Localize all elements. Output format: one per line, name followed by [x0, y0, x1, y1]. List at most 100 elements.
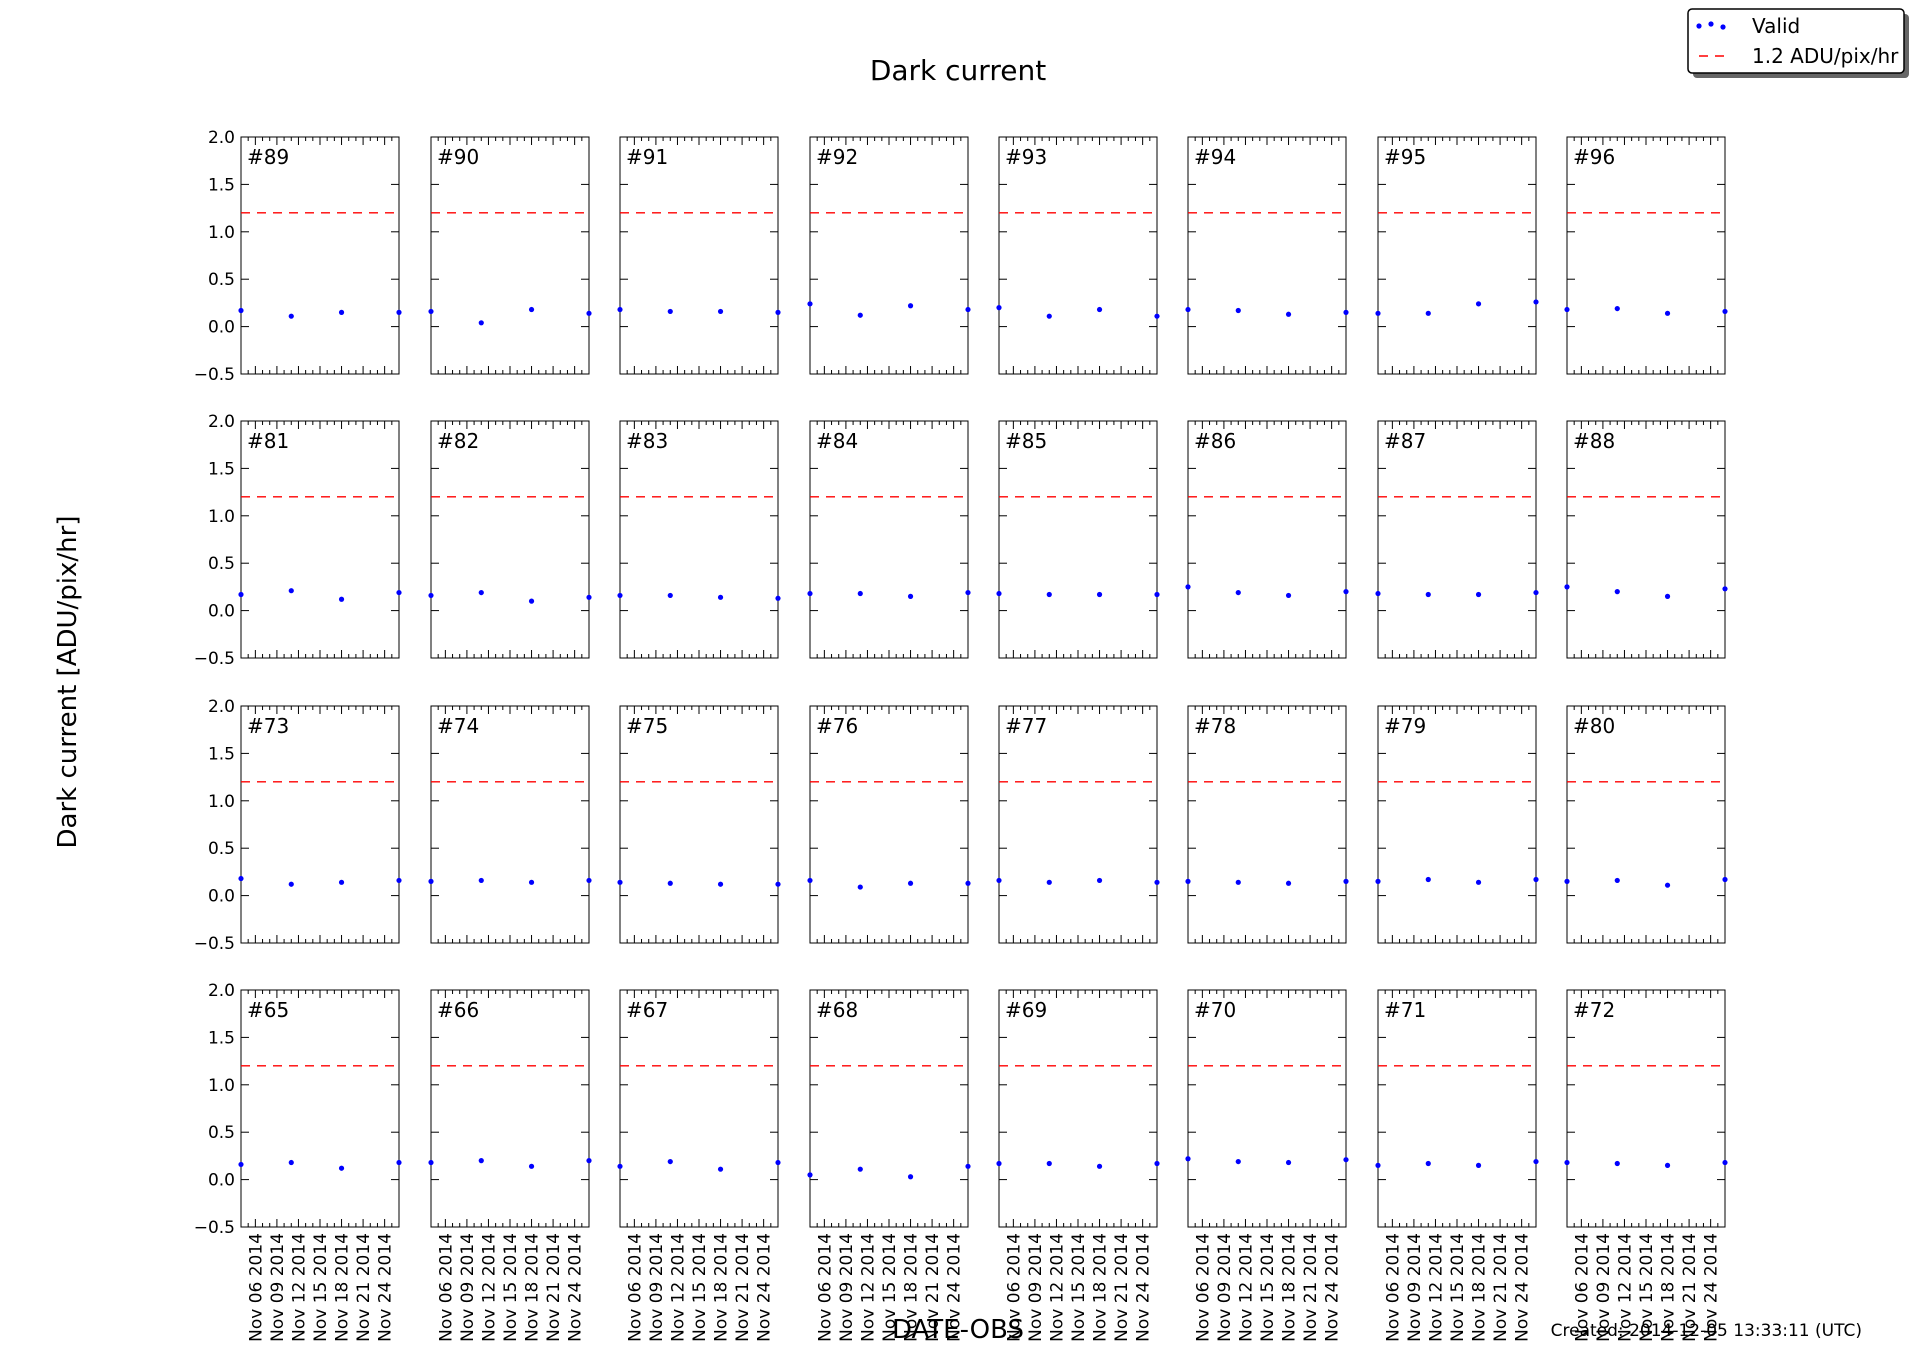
data-point — [1235, 1158, 1241, 1165]
y-tick-label: −0.5 — [194, 934, 235, 954]
data-point — [965, 1163, 971, 1169]
data-point — [1564, 306, 1570, 313]
data-point — [1185, 1156, 1191, 1162]
panel-frame — [1566, 705, 1726, 944]
panel-label: #80 — [1573, 714, 1615, 738]
data-point — [586, 310, 592, 316]
data-point — [1185, 584, 1191, 590]
panel-label: #93 — [1005, 145, 1047, 169]
panel-label: #77 — [1005, 714, 1047, 738]
data-point — [528, 879, 535, 885]
panel-frame — [1377, 420, 1537, 659]
panel-frame — [1187, 136, 1347, 375]
panel-frame — [1377, 705, 1537, 944]
x-tick-label: Nov 06 2014 — [625, 1233, 645, 1342]
data-point — [667, 880, 673, 886]
y-tick-label: 0.5 — [208, 839, 235, 859]
legend-label-threshold: 1.2 ADU/pix/hr — [1752, 44, 1899, 68]
data-point — [1154, 591, 1160, 598]
panel-label: #71 — [1384, 998, 1426, 1022]
x-tick-label: Nov 18 2014 — [333, 1233, 353, 1342]
panel-91: #91 — [617, 136, 781, 375]
x-tick-label: Nov 18 2014 — [1470, 1233, 1490, 1342]
data-point — [1533, 589, 1539, 596]
data-point — [1343, 878, 1349, 884]
y-tick-label: 0.0 — [208, 318, 235, 338]
x-tick-label: Nov 09 2014 — [268, 1233, 288, 1342]
y-tick-label: 1.5 — [208, 459, 235, 479]
y-tick-label: 0.0 — [208, 602, 235, 622]
panel-label: #95 — [1384, 145, 1426, 169]
data-point — [1046, 879, 1052, 885]
panel-label: #72 — [1573, 998, 1615, 1022]
y-tick-label: −0.5 — [194, 365, 235, 385]
x-tick-label: Nov 24 2014 — [1513, 1233, 1533, 1342]
data-point — [338, 1165, 345, 1171]
panel-75: #75 — [617, 705, 781, 944]
data-point — [1154, 313, 1160, 319]
panel-86: #86 — [1185, 420, 1349, 659]
data-point — [1564, 584, 1570, 590]
data-point — [1375, 590, 1381, 597]
data-point — [965, 306, 971, 313]
panel-frame — [998, 420, 1158, 659]
x-tick-label: Nov 09 2014 — [1405, 1233, 1425, 1342]
x-tick-label: Nov 18 2014 — [902, 1233, 922, 1342]
panel-77: #77 — [996, 705, 1160, 944]
x-tick-label: Nov 06 2014 — [1572, 1233, 1592, 1342]
data-point — [667, 592, 673, 599]
data-point — [617, 592, 623, 599]
data-point — [1375, 1162, 1381, 1168]
data-point — [1235, 589, 1241, 596]
y-tick-label: 1.0 — [208, 1076, 235, 1096]
x-tick-label: Nov 24 2014 — [566, 1233, 586, 1342]
x-tick-label: Nov 24 2014 — [1702, 1233, 1722, 1342]
data-point — [1096, 306, 1103, 313]
data-point — [1664, 593, 1671, 599]
y-tick-label: −0.5 — [194, 649, 235, 669]
data-point — [1343, 1157, 1349, 1163]
created-timestamp: Created: 2014-12-05 13:33:11 (UTC) — [1551, 1321, 1862, 1341]
data-point — [586, 594, 592, 600]
data-point — [478, 877, 484, 884]
panel-74: #74 — [428, 705, 592, 944]
y-tick-label: 1.0 — [208, 507, 235, 527]
data-point — [775, 595, 781, 601]
data-point — [428, 878, 434, 884]
x-tick-label: Nov 21 2014 — [1680, 1233, 1700, 1342]
data-point — [1664, 310, 1671, 316]
panel-frame — [619, 705, 779, 944]
y-tick-label: 2.0 — [208, 412, 235, 432]
panel-frame — [809, 136, 969, 375]
panel-frame — [1187, 705, 1347, 944]
data-point — [428, 592, 434, 599]
data-point — [288, 881, 294, 887]
x-tick-label: Nov 15 2014 — [880, 1233, 900, 1342]
data-point — [238, 591, 244, 598]
x-tick-label: Nov 21 2014 — [544, 1233, 564, 1342]
data-point — [528, 306, 535, 313]
data-point — [1533, 876, 1539, 883]
panel-frame — [619, 136, 779, 375]
data-point — [857, 884, 863, 890]
data-point — [1564, 878, 1570, 884]
panel-label: #73 — [247, 714, 289, 738]
data-point — [1285, 592, 1292, 599]
data-point — [996, 305, 1002, 311]
panel-label: #75 — [626, 714, 668, 738]
data-point — [667, 308, 673, 315]
data-point — [965, 589, 971, 596]
x-tick-label: Nov 06 2014 — [436, 1233, 456, 1342]
panel-label: #82 — [437, 429, 479, 453]
data-point — [1475, 1162, 1482, 1168]
panel-label: #87 — [1384, 429, 1426, 453]
panel-label: #66 — [437, 998, 479, 1022]
x-tick-label: Nov 21 2014 — [1112, 1233, 1132, 1342]
panel-95: #95 — [1375, 136, 1539, 375]
data-point — [1425, 1160, 1431, 1167]
x-axis-label: DATE-OBS — [892, 1315, 1024, 1345]
data-point — [1425, 876, 1431, 883]
